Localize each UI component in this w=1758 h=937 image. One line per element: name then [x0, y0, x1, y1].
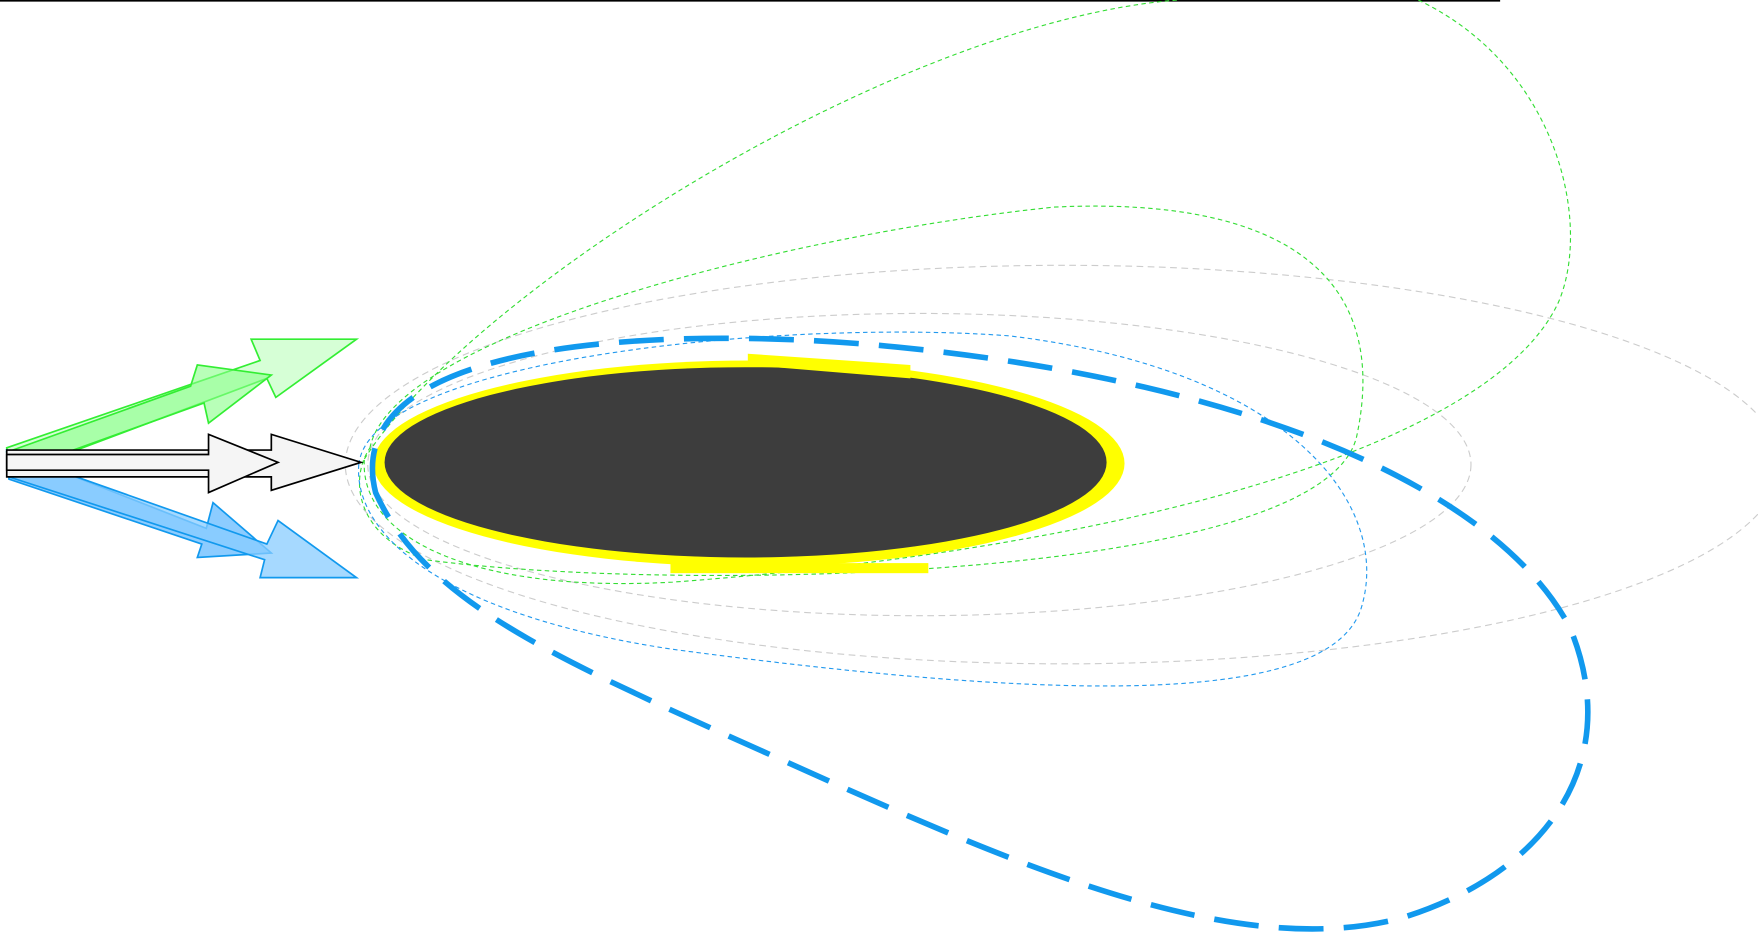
arrow — [5, 451, 360, 579]
orbit-lines — [344, 0, 1758, 687]
highlight — [747, 353, 911, 379]
blue-orbit — [358, 331, 1368, 687]
green-orbit — [363, 0, 1572, 585]
body — [384, 367, 1107, 558]
arrow — [5, 433, 281, 494]
trajectory — [369, 335, 1591, 932]
green-orbit — [358, 205, 1364, 577]
gray-orbit — [367, 312, 1472, 617]
gray-orbit — [344, 264, 1758, 665]
arrows — [5, 338, 364, 579]
highlight — [670, 563, 929, 574]
